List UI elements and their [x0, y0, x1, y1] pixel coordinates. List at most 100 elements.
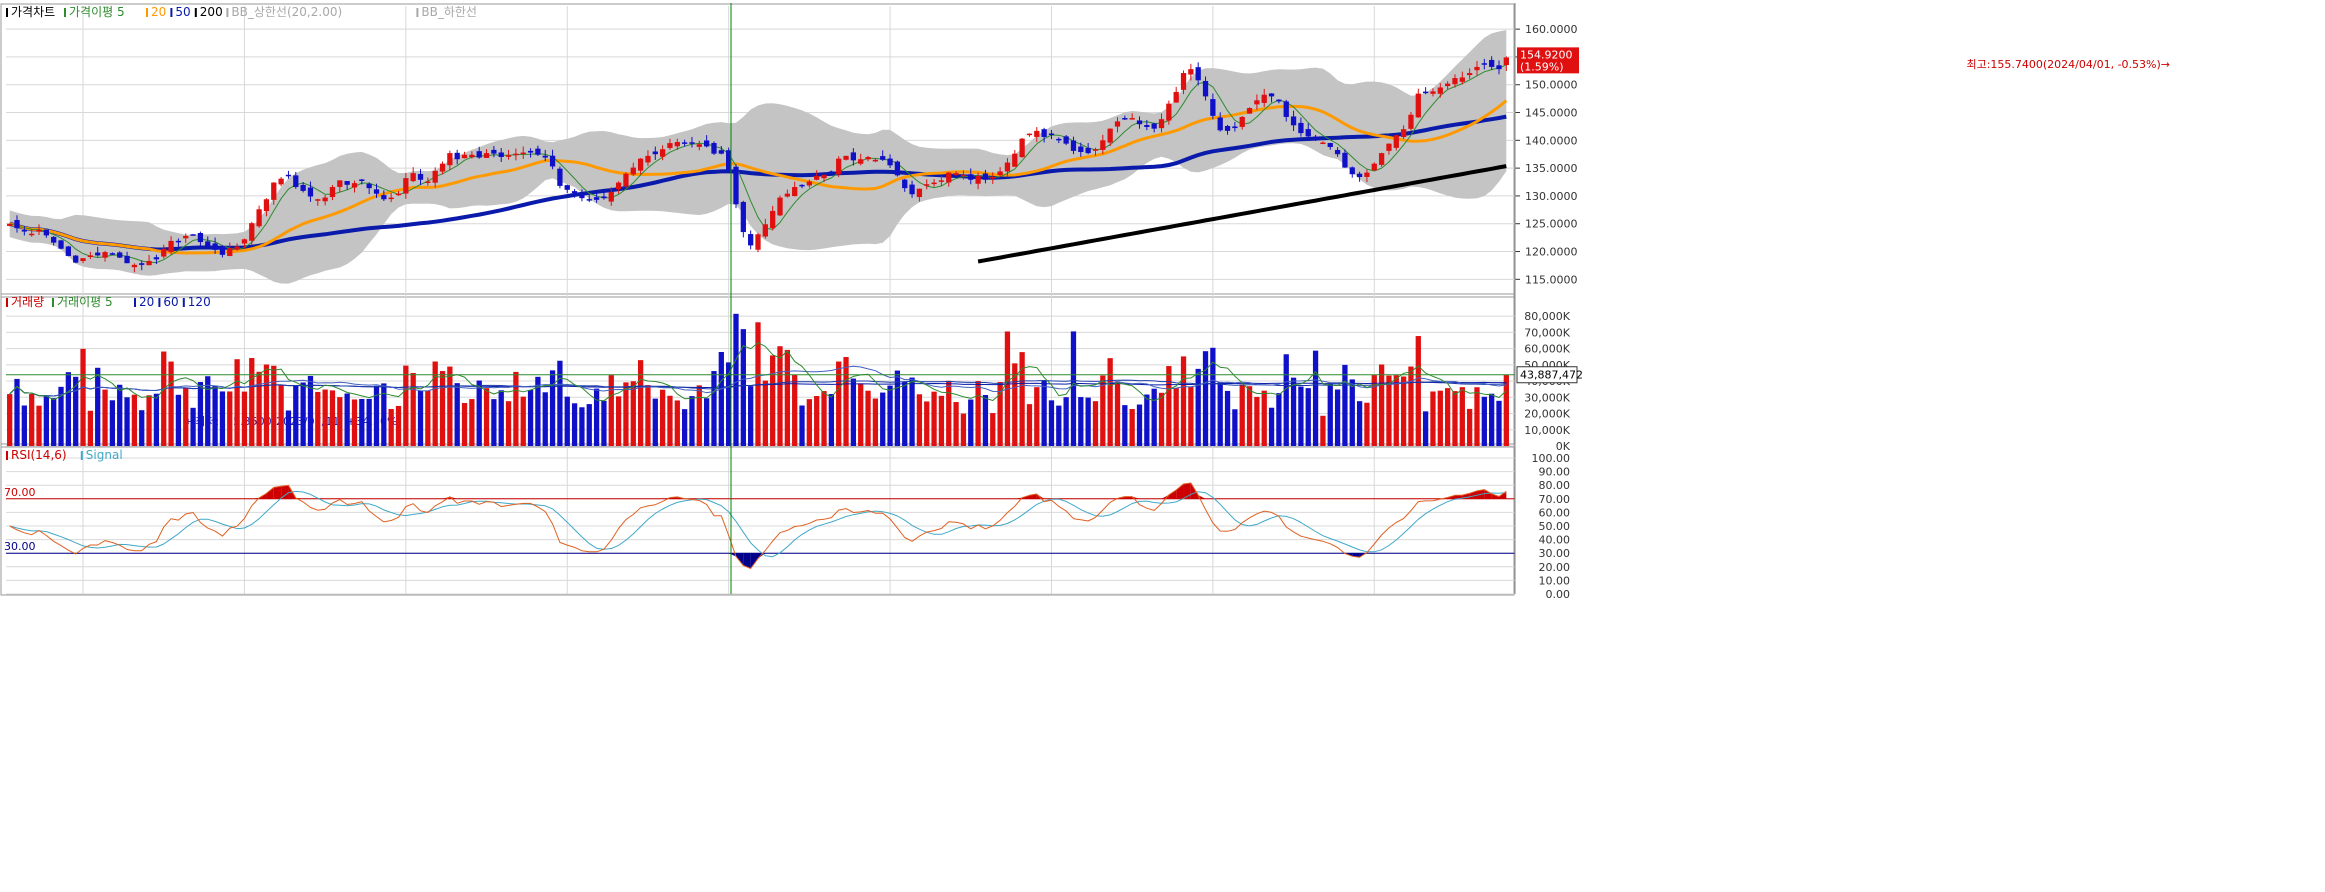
candle-body[interactable]	[543, 156, 548, 158]
volume-bar[interactable]	[66, 372, 71, 446]
candle-body[interactable]	[190, 234, 195, 236]
candle-body[interactable]	[418, 174, 423, 180]
volume-bar[interactable]	[396, 406, 401, 446]
volume-bar[interactable]	[594, 389, 599, 446]
candle-body[interactable]	[535, 149, 540, 155]
volume-bar[interactable]	[447, 367, 452, 446]
candle-body[interactable]	[924, 184, 929, 186]
candle-body[interactable]	[168, 241, 173, 252]
volume-bar[interactable]	[660, 390, 665, 446]
candle-body[interactable]	[1100, 140, 1105, 150]
volume-bar[interactable]	[425, 391, 430, 446]
candle-body[interactable]	[953, 173, 958, 175]
volume-bar[interactable]	[1196, 369, 1201, 446]
volume-bar[interactable]	[389, 409, 394, 446]
candle-body[interactable]	[1041, 129, 1046, 137]
volume-bar[interactable]	[1328, 384, 1333, 446]
candle-body[interactable]	[154, 257, 159, 259]
volume-bar[interactable]	[645, 385, 650, 446]
candle-body[interactable]	[1056, 139, 1061, 141]
candle-body[interactable]	[367, 184, 372, 188]
candle-body[interactable]	[14, 220, 19, 228]
candle-body[interactable]	[1159, 119, 1164, 128]
volume-bar[interactable]	[212, 386, 217, 446]
volume-bar[interactable]	[1063, 397, 1068, 446]
volume-bar[interactable]	[1203, 351, 1208, 446]
candle-body[interactable]	[946, 173, 951, 183]
volume-bar[interactable]	[836, 362, 841, 446]
candle-body[interactable]	[234, 247, 239, 250]
volume-bar[interactable]	[183, 387, 188, 446]
volume-bar[interactable]	[227, 391, 232, 446]
volume-bar[interactable]	[234, 359, 239, 446]
volume-bar[interactable]	[521, 397, 526, 446]
candle-body[interactable]	[990, 177, 995, 179]
candle-body[interactable]	[521, 153, 526, 155]
candle-body[interactable]	[1174, 92, 1179, 103]
volume-bar[interactable]	[1049, 400, 1054, 446]
volume-bar[interactable]	[667, 396, 672, 446]
candle-body[interactable]	[51, 237, 56, 243]
candle-body[interactable]	[1247, 108, 1252, 114]
volume-bar[interactable]	[249, 358, 254, 446]
volume-bar[interactable]	[968, 400, 973, 446]
volume-bar[interactable]	[1115, 381, 1120, 446]
candle-body[interactable]	[1291, 116, 1296, 125]
candle-body[interactable]	[73, 256, 78, 263]
candle-body[interactable]	[807, 181, 812, 185]
volume-bar[interactable]	[359, 399, 364, 446]
candle-body[interactable]	[212, 243, 217, 249]
volume-bar[interactable]	[477, 381, 482, 446]
volume-bar[interactable]	[814, 396, 819, 446]
candle-body[interactable]	[1137, 120, 1142, 124]
candle-body[interactable]	[887, 159, 892, 166]
candle-body[interactable]	[484, 153, 489, 158]
volume-bar[interactable]	[1276, 393, 1281, 446]
volume-bar[interactable]	[1019, 352, 1024, 446]
volume-bar[interactable]	[623, 382, 628, 446]
candle-body[interactable]	[352, 183, 357, 187]
candle-body[interactable]	[1328, 143, 1333, 147]
candle-body[interactable]	[975, 176, 980, 184]
candle-body[interactable]	[733, 167, 738, 205]
volume-bar[interactable]	[1144, 395, 1149, 446]
volume-bar[interactable]	[865, 391, 870, 446]
candle-body[interactable]	[843, 156, 848, 160]
volume-bar[interactable]	[902, 381, 907, 446]
candle-body[interactable]	[117, 252, 122, 257]
volume-bar[interactable]	[1034, 387, 1039, 446]
candle-body[interactable]	[1093, 149, 1098, 151]
volume-bar[interactable]	[1269, 408, 1274, 446]
candle-body[interactable]	[1086, 148, 1091, 153]
volume-bar[interactable]	[1423, 411, 1428, 446]
candle-body[interactable]	[1166, 104, 1171, 121]
candle-body[interactable]	[638, 159, 643, 171]
candle-body[interactable]	[513, 154, 518, 156]
candle-body[interactable]	[359, 179, 364, 181]
candle-body[interactable]	[799, 185, 804, 187]
candle-body[interactable]	[748, 234, 753, 245]
candle-body[interactable]	[506, 155, 511, 157]
volume-bar[interactable]	[1225, 391, 1230, 446]
volume-bar[interactable]	[990, 413, 995, 446]
candle-body[interactable]	[132, 265, 137, 267]
candle-body[interactable]	[785, 194, 790, 197]
candle-body[interactable]	[682, 142, 687, 144]
volume-bar[interactable]	[1306, 388, 1311, 446]
volume-bar[interactable]	[1093, 401, 1098, 446]
candle-body[interactable]	[777, 198, 782, 216]
volume-bar[interactable]	[1130, 409, 1135, 446]
candle-body[interactable]	[1181, 73, 1186, 90]
volume-bar[interactable]	[1041, 381, 1046, 446]
candle-body[interactable]	[256, 209, 261, 226]
volume-bar[interactable]	[543, 392, 548, 446]
volume-bar[interactable]	[1027, 404, 1032, 446]
candle-body[interactable]	[1401, 129, 1406, 137]
volume-bar[interactable]	[1467, 409, 1472, 446]
volume-bar[interactable]	[367, 399, 372, 446]
volume-bar[interactable]	[843, 357, 848, 446]
volume-bar[interactable]	[323, 390, 328, 446]
candle-body[interactable]	[1357, 174, 1362, 177]
volume-bar[interactable]	[631, 381, 636, 446]
